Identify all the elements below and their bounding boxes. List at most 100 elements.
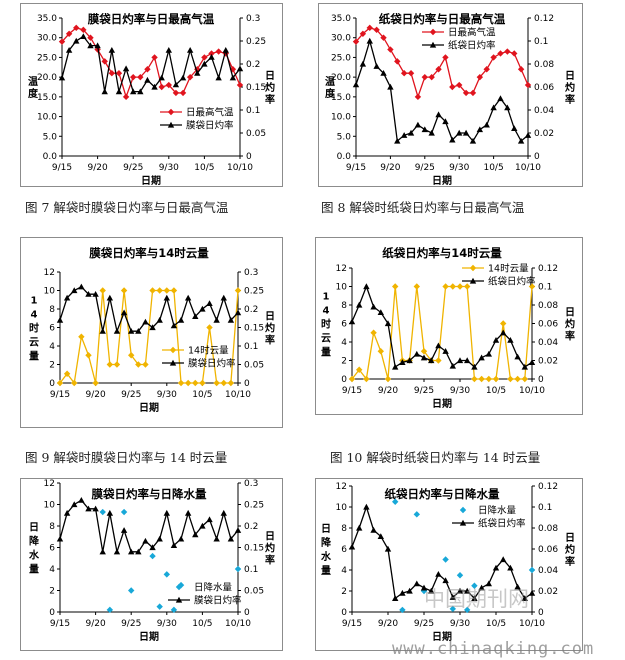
y-axis-title-left: 1 4 时云量 xyxy=(29,296,39,363)
data-point xyxy=(464,283,471,290)
y-tick-label-right: 0.05 xyxy=(244,361,264,371)
data-point xyxy=(421,73,428,81)
legend-label: 纸袋日灼率 xyxy=(448,40,496,52)
data-point xyxy=(370,329,377,336)
data-point xyxy=(80,33,87,39)
x-tick-label: 9/15 xyxy=(52,163,72,173)
x-tick-label: 9/25 xyxy=(414,386,434,396)
data-point xyxy=(413,283,420,290)
data-point xyxy=(165,81,172,89)
legend-label: 纸袋日灼率 xyxy=(478,518,526,530)
data-point xyxy=(115,70,123,77)
data-point xyxy=(213,379,220,387)
data-point xyxy=(435,111,442,118)
data-point xyxy=(492,336,500,343)
data-point xyxy=(521,363,528,370)
data-point xyxy=(71,287,78,294)
y-tick-label-right: 0.25 xyxy=(246,37,266,47)
y-axis-title-left: 温度 xyxy=(325,75,336,100)
data-point xyxy=(56,535,64,542)
legend-marker xyxy=(175,596,183,603)
data-point xyxy=(56,316,64,323)
data-point xyxy=(384,375,392,383)
y-tick-label-left: 4 xyxy=(341,338,347,348)
data-point xyxy=(356,366,363,373)
series-0 xyxy=(392,498,536,614)
data-point xyxy=(370,526,377,533)
data-point xyxy=(464,587,471,594)
data-point xyxy=(524,132,532,138)
legend-label: 膜袋日灼率 xyxy=(186,120,234,132)
chart-frame xyxy=(20,237,283,428)
data-point xyxy=(507,375,514,383)
data-point xyxy=(87,34,94,41)
data-point xyxy=(497,50,504,57)
data-point xyxy=(528,283,536,290)
data-point xyxy=(399,606,406,614)
data-point xyxy=(442,118,449,125)
data-point xyxy=(435,342,442,349)
data-point xyxy=(511,50,518,57)
x-tick-label: 9/30 xyxy=(449,163,469,173)
y-tick-label-right: 0.12 xyxy=(534,14,554,24)
y-tick-label-left: 0.0 xyxy=(337,152,352,162)
data-point xyxy=(428,73,435,81)
data-point xyxy=(471,363,478,370)
y-tick-label-right: 0.1 xyxy=(244,565,258,575)
legend-marker xyxy=(429,41,437,48)
data-point xyxy=(394,58,401,65)
y-tick-label-right: 0.3 xyxy=(244,479,258,489)
x-tick-label: 9/25 xyxy=(123,163,143,173)
x-axis-title: 日期 xyxy=(139,630,159,643)
data-point xyxy=(92,379,99,387)
data-point xyxy=(206,516,213,523)
y-tick-label-right: 0.1 xyxy=(538,283,552,293)
data-point xyxy=(485,350,492,357)
x-axis-title: 日期 xyxy=(432,397,452,410)
series-0 xyxy=(56,287,242,387)
data-point xyxy=(71,501,78,508)
data-point xyxy=(149,552,156,560)
data-point xyxy=(106,509,114,516)
y-tick-label-left: 5.0 xyxy=(43,132,58,142)
data-point xyxy=(130,88,137,95)
y-tick-label-right: 0.25 xyxy=(244,501,264,511)
data-point xyxy=(158,83,165,91)
y-tick-label-left: 25.0 xyxy=(37,53,57,63)
data-point xyxy=(464,606,471,614)
data-point xyxy=(366,37,373,44)
data-point xyxy=(229,74,237,81)
series-1 xyxy=(348,283,536,370)
watermark-cn: 中国期刊网 xyxy=(424,587,529,611)
data-point xyxy=(135,361,142,368)
data-point xyxy=(128,548,135,555)
y-tick-label-left: 12 xyxy=(44,479,55,489)
caption-fig10: 图 10 解袋时纸袋日灼率与 14 时云量 xyxy=(330,450,540,465)
data-point xyxy=(78,333,85,340)
y-tick-label-right: 0.1 xyxy=(244,342,258,352)
x-tick-label: 9/20 xyxy=(85,390,105,400)
data-point xyxy=(120,527,128,533)
x-tick-label: 9/20 xyxy=(85,619,105,629)
x-tick-label: 9/15 xyxy=(342,386,362,396)
data-point xyxy=(483,121,490,128)
y-axis-title-right: 日灼率 xyxy=(265,70,275,106)
y-tick-label-right: 0.05 xyxy=(246,129,266,139)
chart-c5: 0 2 4 6 8 10 12 0 0.05 0.1 0.15 0.2 0.25 0.3 9/15 9/20 9… xyxy=(20,478,283,651)
data-point xyxy=(92,505,99,512)
data-point xyxy=(504,104,511,111)
x-tick-label: 9/20 xyxy=(87,163,107,173)
data-point xyxy=(179,74,187,81)
data-point xyxy=(192,313,199,319)
data-point xyxy=(130,73,137,81)
y-tick-label-left: 35.0 xyxy=(37,14,57,24)
series-1 xyxy=(352,37,532,144)
data-point xyxy=(471,375,478,383)
y-tick-label-right: 0.08 xyxy=(538,524,558,534)
data-point xyxy=(122,93,130,101)
y-tick-label-right: 0.25 xyxy=(244,287,264,297)
y-tick-label-left: 2 xyxy=(341,587,347,597)
y-tick-label-left: 4 xyxy=(49,342,55,352)
data-point xyxy=(528,359,536,365)
